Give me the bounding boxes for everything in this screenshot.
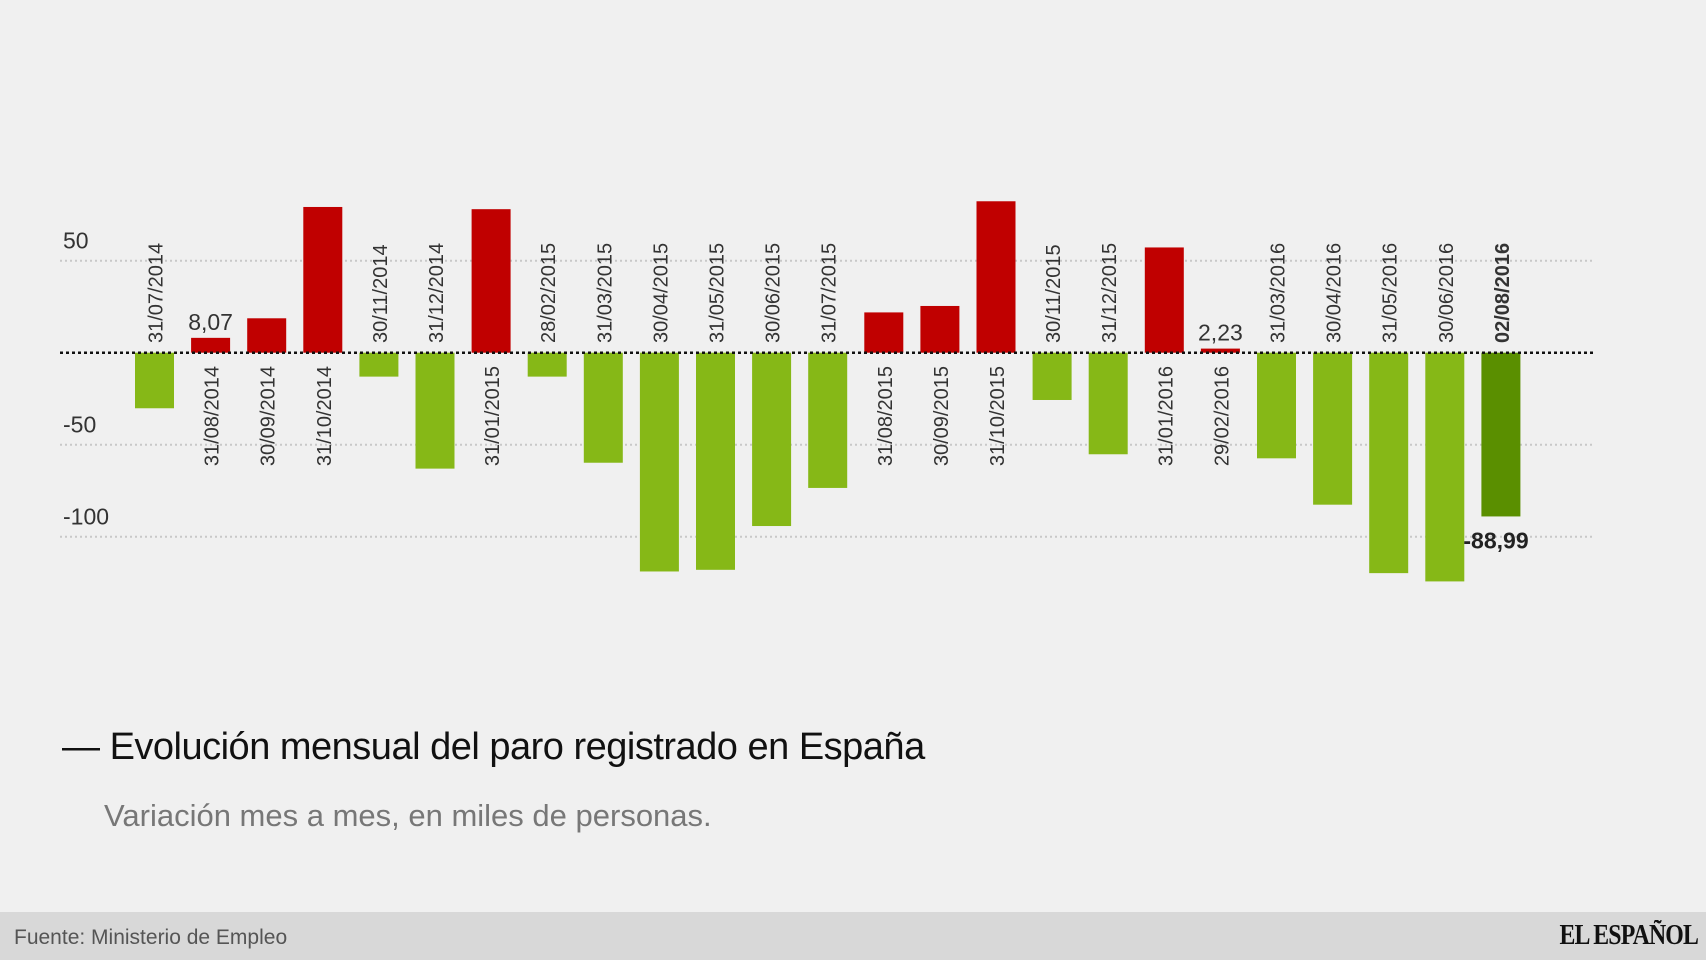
bar (976, 201, 1016, 353)
bar (752, 352, 792, 527)
x-tick-label: 31/07/2014 (146, 243, 168, 343)
x-tick-label: 31/12/2015 (1099, 243, 1121, 343)
chart-title: — Evolución mensual del paro registrado … (62, 726, 926, 768)
x-tick-label: 30/11/2015 (1043, 244, 1065, 343)
bar (1144, 247, 1184, 353)
x-tick-label: 30/04/2015 (650, 243, 672, 343)
chart-title-text: Evolución mensual del paro registrado en… (109, 726, 926, 768)
bar (415, 352, 455, 469)
bar (1481, 352, 1521, 517)
bar (639, 352, 679, 572)
x-tick-label: 31/03/2015 (594, 243, 616, 343)
data-label: 2,23 (1198, 320, 1243, 346)
bar (920, 305, 960, 353)
x-tick-label: 31/12/2014 (426, 243, 448, 343)
data-label: 8,07 (188, 309, 233, 335)
x-tick-label: 31/05/2015 (707, 243, 729, 343)
bar (247, 318, 287, 353)
bar (191, 337, 231, 353)
data-label: -88,99 (1463, 528, 1528, 554)
x-tick-label: 31/05/2016 (1380, 243, 1402, 343)
bar (1032, 352, 1072, 400)
bar (471, 209, 511, 353)
x-tick-label: 31/10/2015 (987, 366, 1009, 466)
bar (696, 352, 735, 570)
bar (1369, 352, 1409, 574)
bar (1200, 348, 1240, 353)
bar (1088, 352, 1128, 455)
el-espanol-logo: EL ESPAÑOL (1559, 920, 1698, 951)
x-tick-label: 31/01/2015 (482, 366, 504, 466)
x-tick-label: 31/08/2015 (875, 366, 897, 466)
bar (1257, 352, 1296, 459)
y-tick-label: 50 (63, 228, 89, 254)
y-tick-label: -50 (63, 412, 96, 438)
footer: Fuente: Ministerio de Empleo EL ESPAÑOL (0, 912, 1706, 960)
x-tick-label: 31/03/2016 (1268, 243, 1290, 343)
x-tick-label: 29/02/2016 (1211, 366, 1233, 466)
x-tick-label: 30/11/2014 (370, 244, 392, 343)
x-tick-label: 30/06/2016 (1436, 243, 1458, 343)
bar (864, 312, 904, 353)
bar (527, 352, 567, 377)
x-tick-label: 31/08/2014 (202, 366, 224, 466)
x-tick-label: 30/04/2016 (1324, 243, 1346, 343)
x-tick-label: 31/10/2014 (314, 366, 336, 466)
x-tick-label: 30/09/2014 (258, 366, 280, 466)
bar (808, 352, 848, 488)
bar (135, 352, 174, 409)
bar (303, 206, 343, 353)
bar (1425, 352, 1465, 582)
y-tick-label: -100 (63, 504, 109, 530)
x-tick-label: 30/09/2015 (931, 366, 953, 466)
x-tick-label: 31/07/2015 (819, 243, 841, 343)
source-text: Fuente: Ministerio de Empleo (14, 926, 288, 949)
x-tick-label: 02/08/2016 (1492, 243, 1514, 343)
bar (359, 352, 399, 377)
chart-subtitle: Variación mes a mes, en miles de persona… (104, 798, 712, 833)
x-tick-label: 31/01/2016 (1155, 366, 1177, 466)
x-tick-label: 30/06/2015 (763, 243, 785, 343)
bar (583, 352, 623, 463)
x-tick-label: 28/02/2015 (538, 243, 560, 343)
bar (1313, 352, 1353, 505)
